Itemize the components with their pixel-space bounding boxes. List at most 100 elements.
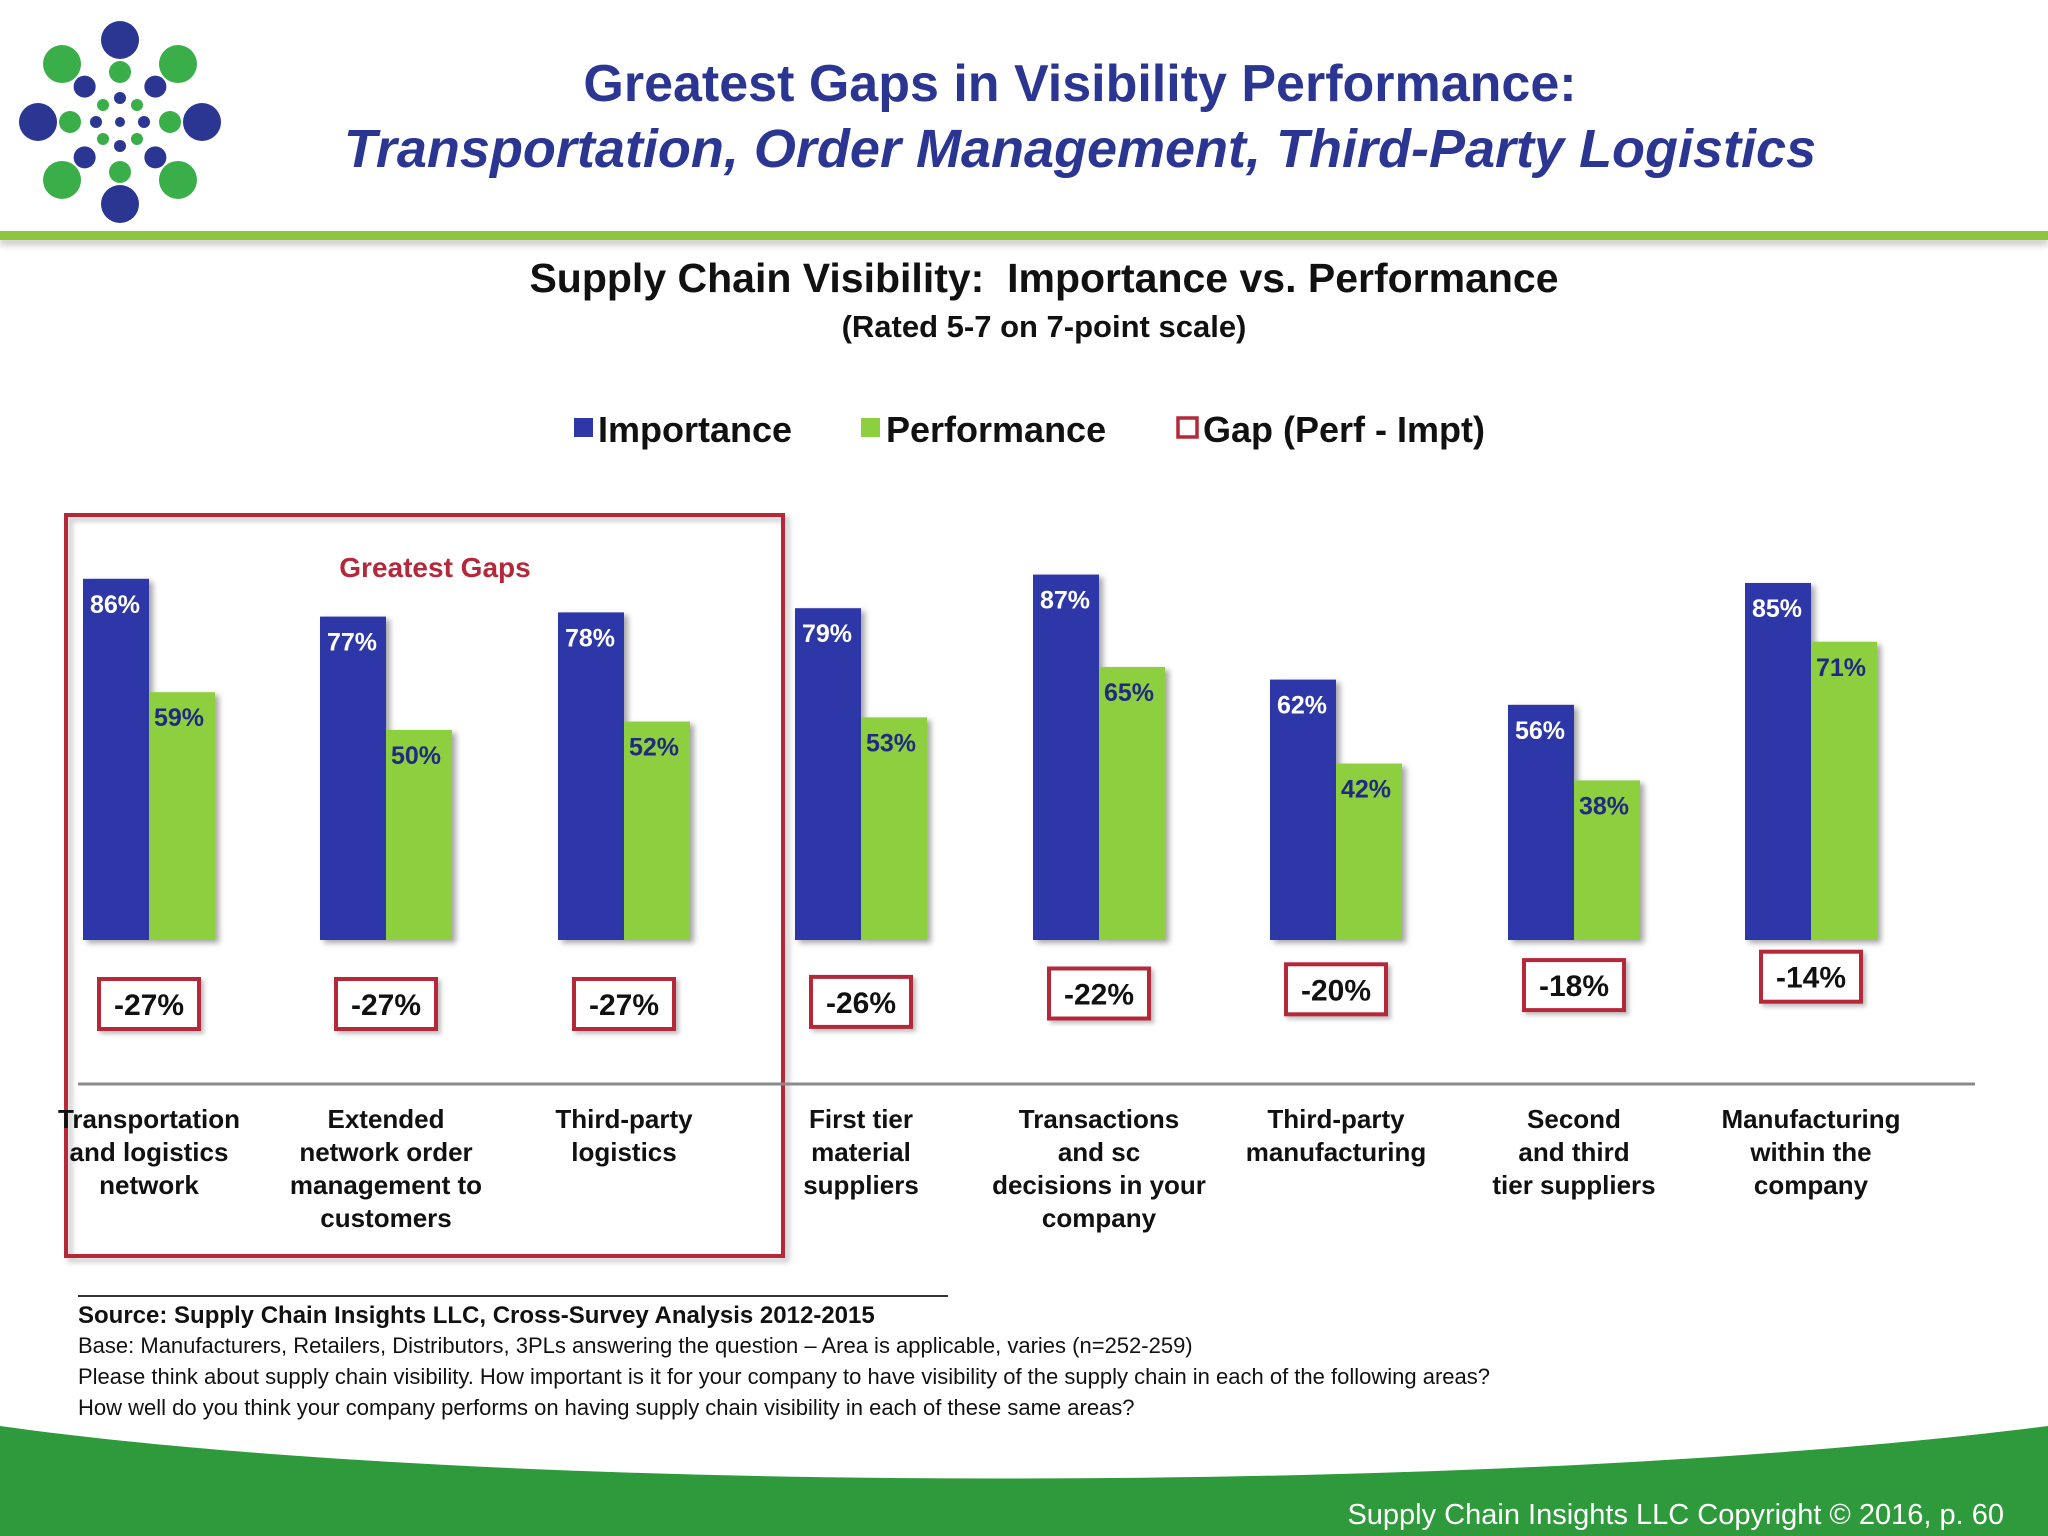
- logo-dot: [109, 161, 131, 183]
- x-tick-label: Transactions and sc decisions in your compa…: [992, 1104, 1206, 1233]
- legend-swatch-importance: [574, 418, 593, 437]
- bar-performance: [1574, 780, 1640, 940]
- bar-performance: [1336, 763, 1402, 940]
- x-tick-label: First tier material suppliers: [803, 1104, 919, 1200]
- legend-label-performance: Performance: [886, 409, 1106, 450]
- legend-label-importance: Importance: [598, 409, 792, 450]
- footer-wave: [0, 1426, 2048, 1536]
- data-label-gap: -22%: [1064, 979, 1134, 1012]
- logo-dot: [158, 45, 197, 84]
- bar-performance: [149, 692, 215, 940]
- data-label-gap: -26%: [826, 987, 896, 1020]
- data-label-importance: 79%: [802, 620, 852, 648]
- logo-dot: [73, 75, 96, 98]
- data-label-importance: 86%: [90, 591, 140, 619]
- x-tick-label: Transportation and logistics network: [58, 1104, 240, 1200]
- logo-dot: [101, 185, 139, 223]
- question-performance-note: How well do you think your company perfo…: [78, 1395, 1135, 1420]
- bar-importance: [1033, 574, 1099, 940]
- slide-title: Greatest Gaps in Visibility Performance:: [583, 55, 1577, 113]
- x-tick-label: Extended network order management to custom…: [290, 1104, 482, 1233]
- bar-performance: [861, 717, 927, 940]
- logo-dot: [159, 111, 181, 133]
- logo-dot: [43, 160, 82, 199]
- legend-label-gap: Gap (Perf - Impt): [1203, 409, 1485, 450]
- chart-subtitle: (Rated 5-7 on 7-point scale): [842, 309, 1247, 344]
- data-label-importance: 78%: [565, 624, 615, 652]
- logo-dot: [109, 61, 131, 83]
- slide-subtitle: Transportation, Order Management, Third-…: [343, 119, 1817, 179]
- bar-importance: [795, 608, 861, 940]
- logo-dot: [97, 99, 110, 112]
- bar-importance: [1745, 583, 1811, 940]
- legend-swatch-gap: [1176, 416, 1199, 439]
- data-label-gap: -27%: [589, 989, 659, 1022]
- bar-importance: [83, 578, 149, 940]
- greatest-gaps-box: [64, 513, 785, 1258]
- bar-chart: Supply Chain Visibility: Importance vs. …: [58, 255, 1975, 1258]
- base-note: Base: Manufacturers, Retailers, Distribu…: [78, 1333, 1193, 1358]
- data-label-performance: 50%: [391, 742, 441, 770]
- logo-dot: [138, 116, 150, 128]
- x-tick-label: Second and third tier suppliers: [1492, 1104, 1655, 1200]
- logo-dot: [90, 116, 102, 128]
- logo-dot: [158, 160, 197, 199]
- source-divider: [78, 1295, 948, 1297]
- logo-dot: [130, 132, 143, 145]
- header-divider: [0, 231, 2048, 240]
- copyright-text: Supply Chain Insights LLC Copyright © 20…: [1347, 1499, 2004, 1531]
- logo-dot: [73, 146, 96, 169]
- logo-dot: [115, 117, 125, 127]
- data-label-performance: 53%: [866, 729, 916, 757]
- data-label-gap: -27%: [351, 989, 421, 1022]
- greatest-gaps-label: Greatest Gaps: [339, 552, 530, 583]
- logo-dot: [114, 140, 126, 152]
- logo-dot: [183, 103, 221, 141]
- source-note: Source: Supply Chain Insights LLC, Cross…: [78, 1302, 875, 1329]
- category-labels: Transportation and logistics network Extend…: [58, 1104, 1901, 1233]
- data-label-importance: 87%: [1040, 587, 1090, 615]
- data-label-performance: 65%: [1104, 679, 1154, 707]
- gap-box: [1047, 966, 1151, 1021]
- bar-importance: [320, 616, 386, 940]
- bar-importance: [1270, 679, 1336, 940]
- x-tick-label: Third-party logistics: [555, 1104, 693, 1167]
- bar-importance: [558, 612, 624, 940]
- logo-dot: [114, 92, 126, 104]
- gap-box: [1522, 958, 1626, 1013]
- bar-performance: [1099, 667, 1165, 940]
- bar-performance: [386, 730, 452, 940]
- gap-box: [97, 977, 201, 1031]
- data-label-gap: -14%: [1776, 962, 1846, 995]
- question-importance-note: Please think about supply chain visibili…: [78, 1364, 1490, 1389]
- data-label-performance: 71%: [1816, 654, 1866, 682]
- logo-dot: [144, 146, 167, 169]
- data-label-performance: 38%: [1579, 792, 1629, 820]
- data-label-importance: 85%: [1752, 595, 1802, 623]
- gap-box: [1759, 949, 1863, 1004]
- bar-importance: [1508, 704, 1574, 940]
- bar-performance: [624, 721, 690, 940]
- gap-box: [1284, 962, 1388, 1017]
- chart-title: Supply Chain Visibility: Importance vs. …: [529, 255, 1558, 301]
- bar-performance: [1811, 641, 1877, 940]
- data-label-importance: 62%: [1277, 692, 1327, 720]
- x-tick-label: Manufacturing within the company: [1721, 1104, 1900, 1200]
- data-label-gap: -18%: [1539, 970, 1609, 1003]
- logo-dot: [59, 111, 81, 133]
- footer-band: [0, 1426, 2048, 1536]
- logo-dot: [130, 99, 143, 112]
- chart-legend: Importance Performance Gap (Perf - Impt): [574, 409, 1485, 450]
- logo-dot: [144, 75, 167, 98]
- bars-layer: 86% 59% -27% 77% 50% -27% 78% 52% -27% 79% 53% -26%…: [83, 574, 1877, 1031]
- x-tick-label: Third-party manufacturing: [1246, 1104, 1427, 1167]
- data-label-gap: -20%: [1301, 974, 1371, 1007]
- logo-dot: [19, 103, 57, 141]
- data-label-performance: 42%: [1341, 776, 1391, 804]
- dotted-circle-logo-icon: [19, 21, 221, 223]
- data-label-performance: 59%: [154, 704, 204, 732]
- data-label-gap: -27%: [114, 989, 184, 1022]
- data-label-importance: 77%: [327, 629, 377, 657]
- logo-dot: [97, 132, 110, 145]
- gap-box: [334, 977, 438, 1031]
